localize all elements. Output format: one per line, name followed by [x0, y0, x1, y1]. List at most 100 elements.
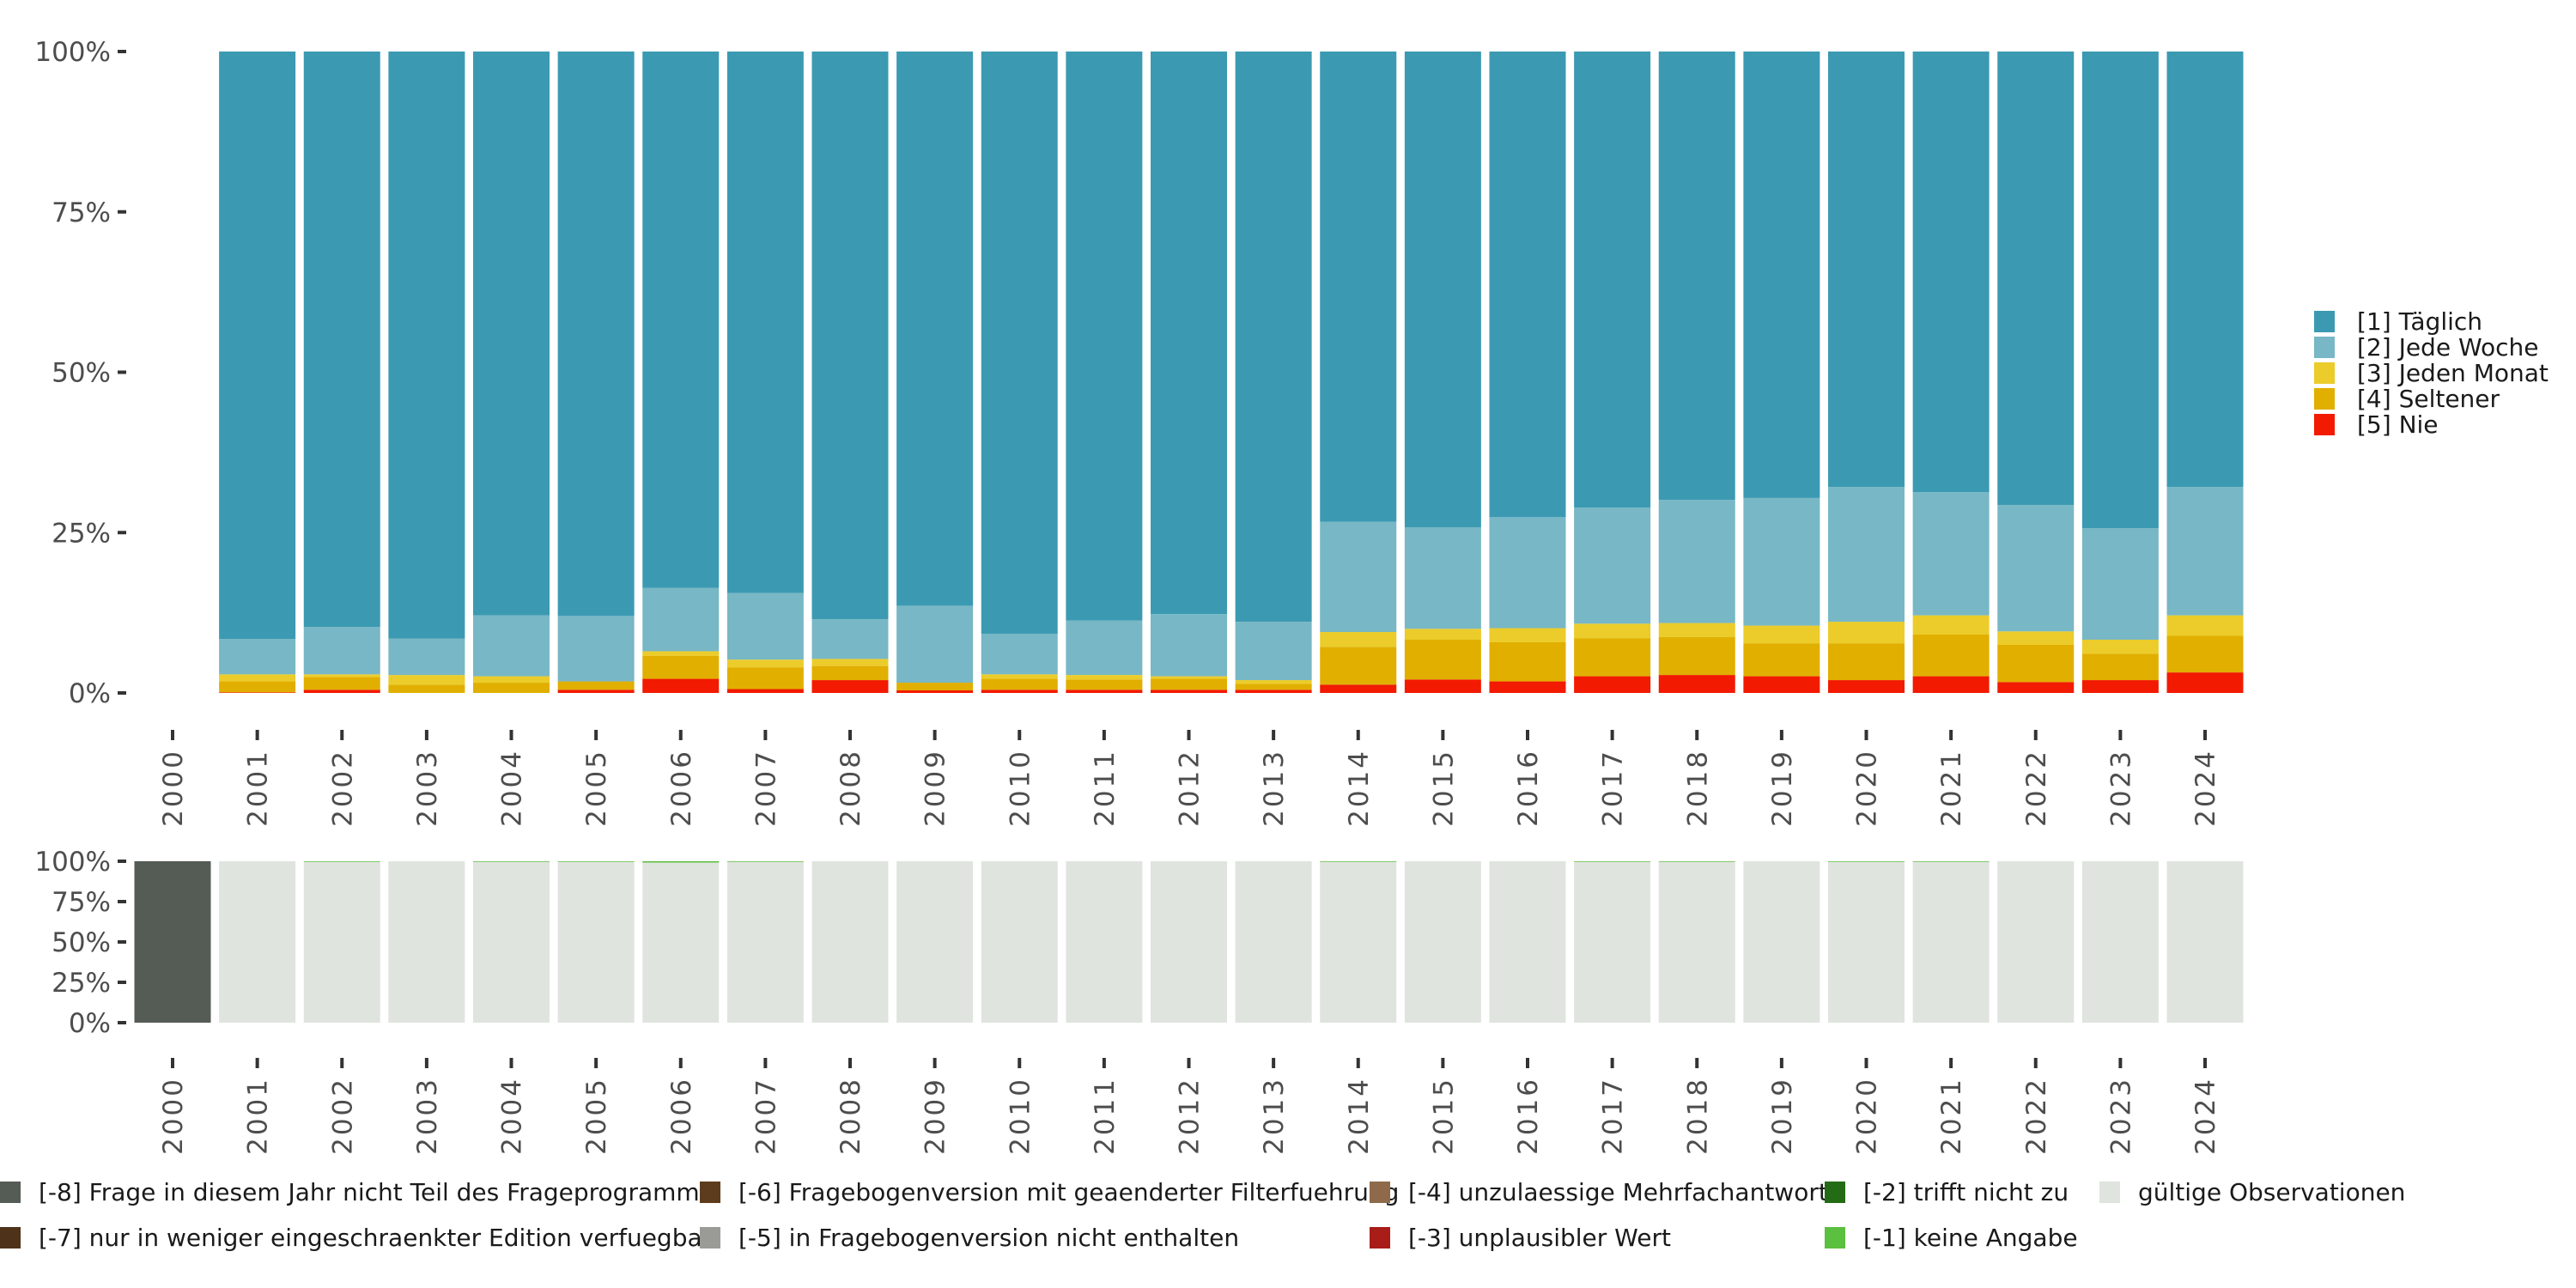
- bar-segment-2016-3: [1489, 517, 1566, 629]
- x-tick-label: 2019: [1767, 749, 1798, 827]
- bar-segment-2017-0: [1574, 676, 1651, 693]
- bar-segment-2020-0: [1828, 861, 1905, 1023]
- bar-segment-2007-1: [726, 667, 804, 690]
- bar-segment-2023-0: [2081, 680, 2159, 693]
- bar-segment-2002-1: [303, 677, 380, 690]
- bar-segment-2002-0: [303, 690, 380, 693]
- bar-segment-2007-4: [726, 52, 804, 593]
- bar-segment-2021-2: [1912, 615, 1990, 635]
- x-tick-label: 2018: [1682, 749, 1713, 827]
- bar-segment-2024-2: [2166, 615, 2244, 636]
- bar-segment-2015-4: [1404, 52, 1481, 528]
- bar-segment-2023-4: [2081, 52, 2159, 529]
- bar-segment-2001-1: [219, 681, 296, 693]
- bar-segment-2016-2: [1489, 628, 1566, 642]
- x-tick-label: 2001: [243, 1077, 274, 1155]
- bar-segment-2020-2: [1828, 622, 1905, 644]
- bar-segment-2013-0: [1235, 861, 1312, 1023]
- bar-segment-2008-4: [811, 52, 889, 620]
- bar-segment-2014-1: [1320, 861, 1397, 862]
- legend-label: [4] Seltener: [2357, 385, 2500, 413]
- legend-swatch: [2099, 1182, 2120, 1203]
- bar-segment-2018-0: [1658, 675, 1735, 693]
- x-tick-label: 2017: [1598, 749, 1629, 827]
- x-tick-label: 2017: [1598, 1077, 1629, 1155]
- legend-label: [-8] Frage in diesem Jahr nicht Teil des…: [39, 1178, 712, 1206]
- bar-segment-2007-0: [726, 861, 804, 1023]
- bar-segment-2001-3: [219, 639, 296, 675]
- y-tick-label: 0%: [69, 678, 111, 709]
- bar-segment-2004-0: [473, 861, 550, 1023]
- bar-segment-2003-2: [388, 675, 465, 685]
- bar-segment-2022-0: [1997, 861, 2075, 1023]
- legend-swatch: [2314, 388, 2335, 410]
- bar-segment-2003-3: [388, 638, 465, 676]
- bar-segment-2012-2: [1151, 676, 1227, 679]
- y-tick-label: 50%: [52, 927, 111, 958]
- legend-swatch: [700, 1182, 720, 1203]
- x-tick-label: 2010: [1005, 749, 1036, 827]
- bar-segment-2014-3: [1320, 521, 1397, 633]
- bar-segment-2017-4: [1574, 52, 1651, 508]
- legend-swatch: [2314, 414, 2335, 435]
- x-tick-label: 2024: [2190, 1077, 2221, 1155]
- bar-segment-2020-4: [1828, 52, 1905, 488]
- bar-segment-2009-4: [896, 52, 974, 606]
- x-tick-label: 2002: [327, 1077, 358, 1155]
- x-tick-label: 2010: [1005, 1077, 1036, 1155]
- x-tick-label: 2003: [412, 749, 443, 827]
- bar-segment-2018-0: [1658, 861, 1735, 1023]
- x-tick-label: 2009: [920, 1077, 951, 1155]
- bar-segment-2001-0: [219, 692, 296, 693]
- x-tick-label: 2016: [1513, 1077, 1544, 1155]
- x-tick-label: 2012: [1175, 749, 1206, 827]
- bar-segment-2009-3: [896, 605, 974, 683]
- legend-label: [-7] nur in weniger eingeschraenkter Edi…: [39, 1224, 713, 1252]
- legend-swatch: [700, 1227, 720, 1249]
- bar-segment-2016-4: [1489, 52, 1566, 518]
- bar-segment-2021-0: [1912, 676, 1990, 693]
- bar-segment-2003-1: [388, 684, 465, 693]
- bar-segment-2002-3: [303, 627, 380, 675]
- x-tick-label: 2014: [1344, 749, 1375, 827]
- legend-swatch: [1370, 1182, 1390, 1203]
- x-tick-label: 2011: [1090, 749, 1121, 827]
- bar-segment-2024-3: [2166, 487, 2244, 616]
- bar-segment-2021-1: [1912, 635, 1990, 677]
- legend-swatch: [1370, 1227, 1390, 1249]
- x-tick-label: 2015: [1428, 1077, 1459, 1155]
- bar-segment-2019-1: [1743, 643, 1820, 677]
- bar-segment-2015-3: [1404, 527, 1481, 629]
- legend-label: [-1] keine Angabe: [1863, 1224, 2078, 1252]
- x-tick-label: 2020: [1852, 749, 1883, 827]
- legend-label: [-5] in Fragebogenversion nicht enthalte…: [738, 1224, 1239, 1252]
- bar-segment-2012-0: [1151, 861, 1227, 1023]
- bar-segment-2010-4: [981, 52, 1058, 635]
- legend-label: [-6] Fragebogenversion mit geaenderter F…: [738, 1178, 1399, 1206]
- bar-segment-2008-1: [811, 665, 889, 681]
- bar-segment-2012-1: [1151, 678, 1227, 690]
- bar-segment-2017-3: [1574, 507, 1651, 624]
- bar-segment-2013-4: [1235, 52, 1312, 623]
- bar-segment-2005-1: [557, 681, 635, 690]
- bar-segment-2014-2: [1320, 632, 1397, 647]
- bar-segment-2009-0: [896, 861, 974, 1023]
- x-tick-label: 2002: [327, 749, 358, 827]
- top-legend: [1] Täglich[2] Jede Woche[3] Jeden Monat…: [2314, 307, 2549, 439]
- bar-segment-2008-3: [811, 619, 889, 659]
- bar-segment-2004-1: [473, 861, 550, 862]
- bar-segment-2004-2: [473, 676, 550, 683]
- bar-segment-2011-0: [1066, 690, 1143, 693]
- bar-segment-2007-3: [726, 592, 804, 660]
- bar-segment-2023-3: [2081, 528, 2159, 640]
- bar-segment-2022-0: [1997, 682, 2075, 693]
- x-tick-label: 2004: [497, 749, 528, 827]
- bar-segment-2023-1: [2081, 653, 2159, 681]
- bar-segment-2017-2: [1574, 623, 1651, 639]
- bar-segment-2000-2: [134, 861, 211, 1023]
- bar-segment-2023-2: [2081, 639, 2159, 654]
- x-tick-label: 2003: [412, 1077, 443, 1155]
- bottom-plot: 0% 25% 50% 75% 100% 2000 2001 2002 2003 2004 2005 2…: [34, 847, 2244, 1155]
- bar-segment-2006-3: [642, 587, 720, 652]
